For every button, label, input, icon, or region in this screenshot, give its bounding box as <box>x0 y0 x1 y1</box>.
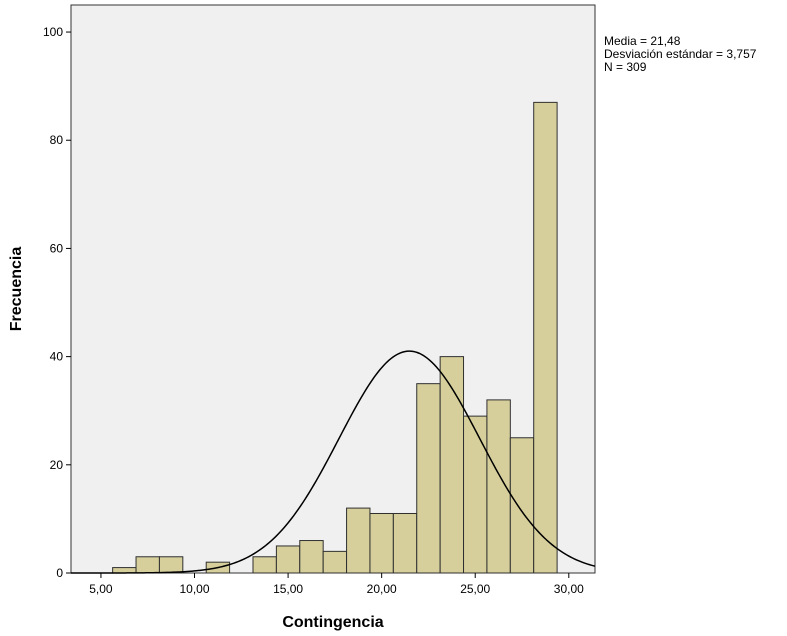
x-tick-label: 15,00 <box>273 582 303 596</box>
stats-sd: Desviación estándar = 3,757 <box>604 47 757 61</box>
x-tick-label: 20,00 <box>367 582 397 596</box>
histogram-bar <box>275 545 301 574</box>
histogram-bar <box>533 101 558 574</box>
histogram-bar <box>509 437 535 574</box>
histogram-bar <box>158 556 184 574</box>
histogram-bar <box>322 550 348 574</box>
x-axis-title: Contingencia <box>282 614 383 631</box>
histogram-bar <box>416 383 441 574</box>
y-tick-label: 80 <box>50 133 64 147</box>
histogram-bar <box>486 399 511 574</box>
x-axis: 5,00 10,00 15,00 20,00 25,00 30,00 <box>89 573 584 596</box>
histogram-bar <box>463 415 488 574</box>
y-tick-label: 0 <box>56 566 63 580</box>
histogram-bar <box>252 556 277 574</box>
stats-mean: Media = 21,48 <box>604 34 681 48</box>
y-tick-label: 20 <box>50 458 64 472</box>
stats-legend: Media = 21,48 Desviación estándar = 3,75… <box>604 34 757 74</box>
histogram-bar <box>346 507 371 574</box>
y-tick-label: 100 <box>43 25 63 39</box>
x-tick-label: 5,00 <box>89 582 113 596</box>
y-axis: 0 20 40 60 80 100 <box>43 25 71 580</box>
histogram-bar <box>135 556 160 574</box>
histogram-bar <box>392 512 418 574</box>
x-tick-label: 30,00 <box>554 582 584 596</box>
histogram-bar <box>369 512 394 574</box>
y-tick-label: 60 <box>50 241 64 255</box>
y-tick-label: 40 <box>50 350 64 364</box>
histogram-bars <box>112 101 558 574</box>
normal-curve <box>71 350 596 574</box>
x-tick-label: 10,00 <box>179 582 209 596</box>
x-tick-label: 25,00 <box>460 582 490 596</box>
stats-n: N = 309 <box>604 60 647 74</box>
histogram-bar <box>299 540 324 574</box>
y-axis-title: Frecuencia <box>8 247 25 332</box>
